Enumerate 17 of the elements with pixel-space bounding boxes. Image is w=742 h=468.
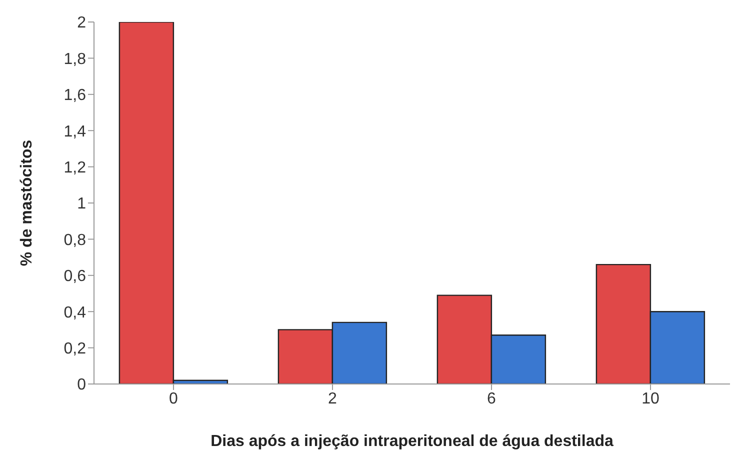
y-axis-title: % de mastócitos [18, 140, 36, 266]
y-tick-label: 2 [77, 14, 86, 32]
y-tick-label: 1,4 [64, 123, 86, 140]
y-tick-label: 1,6 [64, 87, 86, 104]
y-tick-label: 0,2 [64, 340, 86, 358]
x-tick-label: 2 [328, 390, 338, 408]
y-tick-label: 0,8 [64, 232, 86, 249]
y-tick-label: 1,2 [64, 159, 86, 176]
y-tick-label: 0 [77, 376, 86, 394]
y-tick-label: 1,8 [64, 50, 86, 68]
x-tick-label: 10 [642, 390, 660, 408]
x-axis-title: Dias após a injeção intraperitoneal de água destilada [210, 433, 614, 450]
x-tick-label: 0 [169, 390, 178, 408]
y-tick-label: 0,4 [64, 304, 86, 322]
y-tick-label: 0,6 [64, 268, 86, 286]
y-tick-label: 1 [77, 196, 86, 213]
x-tick-label: 6 [487, 390, 496, 408]
